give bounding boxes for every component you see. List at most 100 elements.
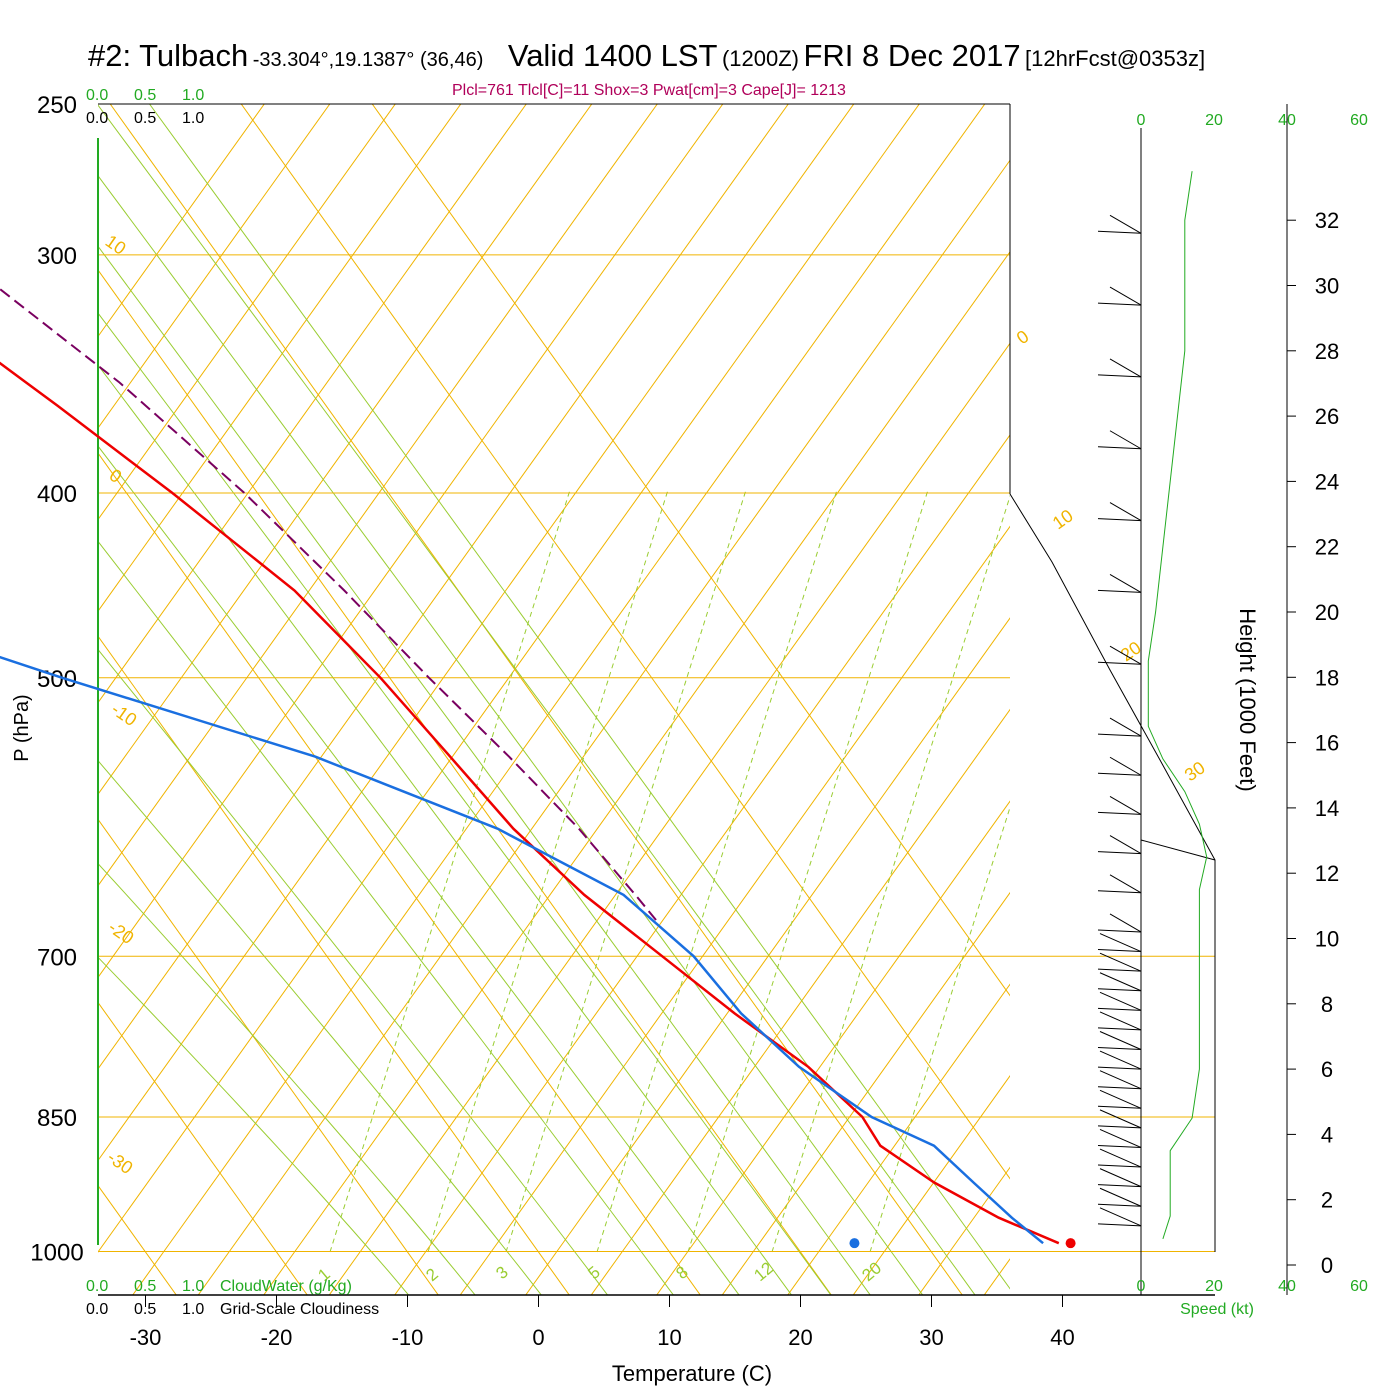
dry-adiabat-line bbox=[1112, 1252, 1212, 1392]
wind-barb bbox=[1099, 933, 1142, 953]
dry-adiabat-line bbox=[163, 104, 986, 1253]
moist-adiabat-line bbox=[98, 759, 542, 1295]
wind-barb bbox=[1109, 645, 1142, 665]
wind-barb bbox=[1097, 518, 1142, 522]
x-tick-label: 40 bbox=[1050, 1325, 1074, 1350]
cloud-scale-bottom-green: 0.5 bbox=[134, 1278, 156, 1295]
cloud-scale-top-black: 1.0 bbox=[182, 110, 204, 127]
parcel-profile bbox=[0, 287, 657, 921]
height-tick-label: 2 bbox=[1321, 1188, 1333, 1213]
isotherm-line bbox=[240, 104, 1010, 1180]
mixing-ratio-label: 3 bbox=[492, 1262, 511, 1283]
y-axis-label: P (hPa) bbox=[11, 694, 33, 761]
isotherm-line bbox=[98, 1001, 308, 1295]
moist-adiabat-line bbox=[98, 648, 609, 1295]
dry-adiabat-line bbox=[556, 617, 1010, 1253]
wind-barb bbox=[1099, 1168, 1142, 1188]
wind-barb bbox=[1109, 573, 1142, 593]
isotherm-line bbox=[98, 269, 832, 1295]
height-tick-label: 14 bbox=[1315, 796, 1339, 821]
moist-adiabat-line bbox=[98, 245, 871, 1295]
mixing-ratio-label: 12 bbox=[750, 1258, 777, 1285]
wind-barb bbox=[1097, 302, 1142, 306]
moist-adiabat-line bbox=[98, 956, 410, 1295]
height-tick-label: 6 bbox=[1321, 1057, 1333, 1082]
dry-adiabat-line bbox=[818, 983, 1010, 1253]
cloudiness-label: Grid-Scale Cloudiness bbox=[220, 1301, 379, 1318]
dry-adiabat-line bbox=[98, 104, 724, 979]
dry-adiabat-line bbox=[425, 434, 1010, 1253]
wind-barb bbox=[1109, 430, 1142, 450]
height-tick-label: 10 bbox=[1315, 927, 1339, 952]
x-tick-label: 10 bbox=[657, 1325, 681, 1350]
moist-adiabat-line bbox=[98, 312, 832, 1295]
dry-adiabat-line bbox=[294, 251, 1010, 1253]
dry-adiabat-line bbox=[983, 1258, 1010, 1295]
dry-adiabat-line bbox=[197, 1251, 230, 1295]
wind-barb bbox=[1099, 1070, 1142, 1090]
wind-barb bbox=[1099, 1050, 1142, 1070]
wind-barb bbox=[1109, 358, 1142, 378]
height-tick-label: 24 bbox=[1315, 469, 1339, 494]
dry-adiabat-line bbox=[98, 104, 789, 1070]
speed-tick-bottom: 0 bbox=[1137, 1278, 1146, 1295]
mixing-ratio-line bbox=[427, 489, 669, 1253]
wind-barb bbox=[1097, 851, 1142, 855]
wind-barb bbox=[1099, 972, 1142, 992]
moist-adiabat-line bbox=[98, 540, 675, 1295]
dry-adiabat-line bbox=[1015, 0, 1400, 1252]
speed-tick-bottom: 60 bbox=[1350, 1278, 1368, 1295]
dry-adiabat-line bbox=[132, 1251, 164, 1295]
dry-adiabat-line bbox=[787, 1251, 819, 1295]
dewpoint-profile bbox=[0, 655, 1044, 1245]
moist-adiabat-line bbox=[98, 364, 793, 1295]
wind-barb bbox=[1109, 874, 1142, 894]
sounding-profiles bbox=[0, 287, 1076, 1249]
cloud-scale-bottom-black: 0.5 bbox=[134, 1301, 156, 1318]
wind-barb bbox=[1109, 214, 1142, 234]
mixing-ratio-line bbox=[329, 489, 571, 1253]
dry-adiabat-line bbox=[98, 104, 527, 704]
dry-adiabat-label: -20 bbox=[105, 917, 138, 948]
cloudwater-label: CloudWater (g/Kg) bbox=[220, 1278, 352, 1295]
wind-barb bbox=[1097, 949, 1142, 953]
wind-barb bbox=[1097, 1086, 1142, 1090]
pressure-label: 250 bbox=[37, 92, 77, 119]
cloud-scale-bottom-black: 1.0 bbox=[182, 1301, 204, 1318]
isotherm-line bbox=[98, 452, 701, 1295]
dry-adiabat-line bbox=[328, 1251, 361, 1295]
dry-adiabat-line bbox=[459, 1251, 492, 1295]
mixing-ratio-line bbox=[505, 489, 747, 1253]
dry-adiabat-line bbox=[590, 1251, 623, 1295]
height-tick-label: 32 bbox=[1315, 208, 1339, 233]
cloud-scale-top-green: 0.0 bbox=[86, 87, 108, 104]
dry-adiabat-line bbox=[981, 1252, 1081, 1392]
cloud-scale-bottom-black: 0.0 bbox=[86, 1301, 108, 1318]
height-tick-label: 4 bbox=[1321, 1122, 1333, 1147]
dry-adiabat-line bbox=[1277, 0, 1400, 1252]
speed-axis-label: Speed (kt) bbox=[1180, 1301, 1254, 1318]
isotherm-line bbox=[98, 818, 439, 1295]
isotherm-line bbox=[371, 104, 1010, 997]
cloud-scale-bottom-green: 0.0 bbox=[86, 1278, 108, 1295]
mixing-ratio-label: 2 bbox=[422, 1264, 441, 1285]
dry-adiabat-line bbox=[721, 1251, 754, 1295]
pressure-label: 400 bbox=[37, 481, 77, 508]
pressure-label: 300 bbox=[37, 243, 77, 270]
height-tick-label: 18 bbox=[1315, 665, 1339, 690]
speed-tick-top: 20 bbox=[1205, 112, 1223, 129]
speed-tick-bottom: 40 bbox=[1278, 1278, 1296, 1295]
wind-barb bbox=[1099, 1187, 1142, 1207]
cloud-scale-top-black: 0.5 bbox=[134, 110, 156, 127]
wind-barb bbox=[1097, 1164, 1142, 1168]
dry-adiabat-line bbox=[1177, 1252, 1277, 1392]
valid-time: Valid 1400 LST bbox=[507, 38, 718, 73]
wind-barb bbox=[1097, 230, 1142, 234]
mixing-ratio-label: 20 bbox=[858, 1258, 885, 1285]
x-tick-label: -10 bbox=[392, 1325, 424, 1350]
x-tick-label: 20 bbox=[788, 1325, 812, 1350]
chart-title: #2: Tulbach -33.304°,19.1387° (36,46) Va… bbox=[88, 38, 1205, 74]
wind-barb bbox=[1097, 968, 1142, 972]
